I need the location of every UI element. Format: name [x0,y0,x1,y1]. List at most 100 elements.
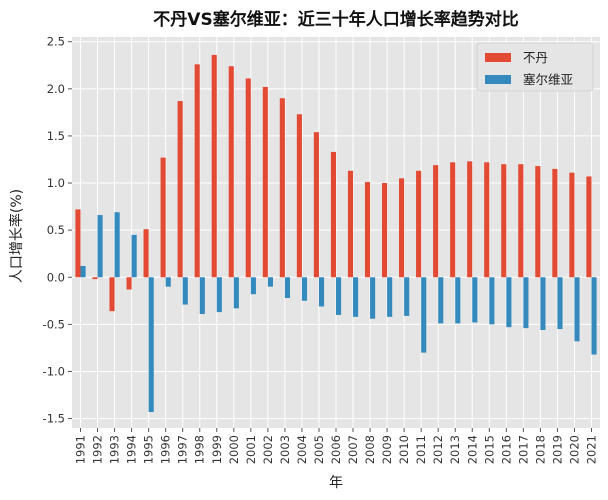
bar-serbia [404,277,410,316]
chart-title: 不丹VS塞尔维亚：近三十年人口增长率趋势对比 [153,9,518,30]
bar-bhutan [501,164,507,278]
bar-serbia [353,277,359,317]
bar-serbia [370,277,376,319]
bar-bhutan [535,166,541,278]
x-tick-label: 2020 [567,435,581,464]
x-tick-label: 2004 [295,435,309,464]
bar-serbia [199,277,205,314]
x-tick-label: 2017 [516,435,530,464]
x-tick-label: 2010 [397,435,411,464]
x-axis-ticks: 1991 1992 1993 1994 1995 1996 1997 1998 1999 2000… [74,428,598,464]
bars-group [75,54,597,412]
x-axis-label: 年 [329,475,343,491]
bar-serbia [489,277,495,325]
bar-serbia [97,215,103,278]
bar-serbia [284,277,291,298]
bar-serbia [80,265,86,278]
legend-swatch [485,75,511,84]
bar-serbia [438,277,444,324]
bar-serbia [557,277,563,330]
bar-serbia [216,277,222,313]
x-tick-label: 2008 [363,435,377,464]
x-tick-label: 2015 [482,435,496,464]
bar-serbia [165,277,171,287]
x-tick-label: 2000 [227,435,241,464]
x-tick-label: 1999 [210,435,224,464]
bar-bhutan [364,182,371,278]
y-axis-label: 人口增长率(%) [8,189,25,283]
bar-serbia [591,277,597,355]
bar-bhutan [177,101,183,278]
bar-serbia [148,277,154,412]
bar-serbia [455,277,461,324]
x-tick-label: 2011 [414,435,428,464]
bar-bhutan [194,64,200,278]
bar-bhutan [450,162,456,278]
bar-serbia [250,277,256,295]
bar-bhutan [433,165,439,278]
bar-bhutan [262,86,268,278]
bar-bhutan [245,78,251,278]
x-tick-label: 2006 [329,435,343,464]
bar-bhutan [126,277,132,290]
bar-serbia [506,277,512,328]
x-tick-label: 1998 [193,435,207,464]
bar-serbia [574,277,580,342]
legend-swatch [485,53,511,62]
y-tick-label: 1.5 [47,129,65,143]
bar-serbia [131,234,137,278]
x-tick-label: 1996 [159,435,173,464]
y-tick-label: -0.5 [43,317,65,331]
bar-bhutan [313,132,319,278]
bar-bhutan [416,170,422,278]
bar-serbia [182,277,188,305]
bar-bhutan [211,54,217,278]
bar-bhutan [569,172,575,278]
bar-serbia [114,212,120,278]
y-tick-label: 0.0 [47,270,65,284]
bar-bhutan [92,277,98,280]
bar-bhutan [467,161,473,278]
bar-serbia [301,277,308,301]
bar-bhutan [109,277,115,312]
bar-serbia [233,277,239,309]
bar-serbia [540,277,546,331]
bar-serbia [318,277,325,307]
y-tick-label: 2.0 [47,82,65,96]
x-tick-label: 2018 [533,435,547,464]
x-tick-label: 1991 [74,435,88,464]
x-tick-label: 2019 [550,435,564,464]
legend-label: 塞尔维亚 [523,72,573,87]
y-tick-label: 1.0 [47,176,65,190]
x-tick-label: 2005 [312,435,326,464]
x-tick-label: 2007 [346,435,360,464]
bar-serbia [336,277,342,315]
x-tick-label: 2016 [499,435,513,464]
y-tick-label: -1.0 [43,364,65,378]
y-tick-label: 0.5 [47,223,65,237]
bar-serbia [267,277,273,287]
bar-serbia [421,277,427,353]
x-tick-label: 2009 [380,435,394,464]
x-tick-label: 2001 [244,435,258,464]
y-tick-label: 2.5 [47,35,65,49]
x-tick-label: 1994 [125,435,139,464]
x-tick-label: 2014 [465,435,479,464]
x-tick-label: 1992 [91,435,105,464]
x-tick-label: 2003 [278,435,292,464]
bar-bhutan [75,209,81,278]
y-tick-label: -1.5 [43,412,65,426]
bar-serbia [523,277,529,329]
bar-serbia [472,277,478,323]
bar-bhutan [518,164,524,278]
bar-bhutan [330,151,336,278]
bar-serbia [387,277,393,317]
bar-bhutan [586,176,592,278]
x-tick-label: 2012 [431,435,445,464]
y-axis-ticks: -1.5 -1.0 -0.5 0.0 0.5 1.0 1.5 2.0 2.5 [43,35,72,426]
bar-bhutan [381,183,388,278]
x-tick-label: 2021 [584,435,598,464]
x-tick-label: 1997 [176,435,190,464]
bar-bhutan [160,157,166,278]
